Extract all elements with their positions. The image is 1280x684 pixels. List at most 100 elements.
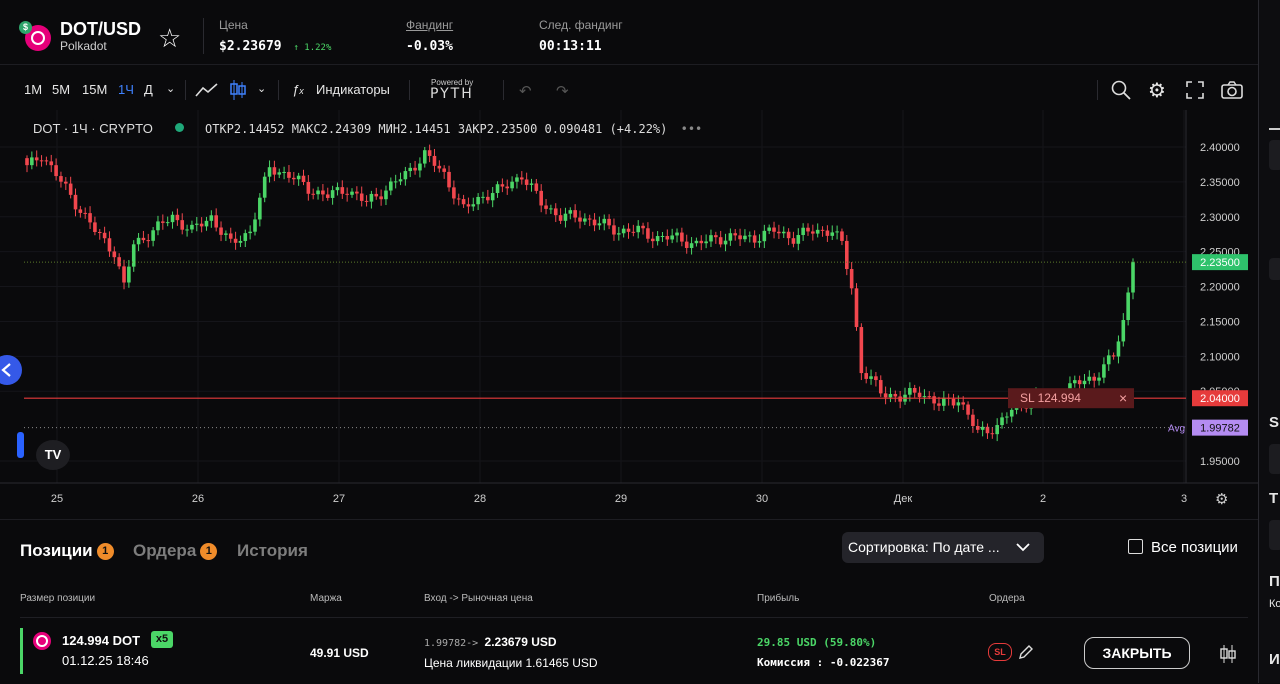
line-chart-icon[interactable]: [195, 82, 219, 98]
tab-history[interactable]: История: [237, 541, 308, 560]
candle-body: [204, 220, 209, 227]
candles-icon[interactable]: [229, 79, 247, 101]
polkadot-logo-icon: [33, 632, 51, 650]
timeframe-1h[interactable]: 1Ч: [118, 82, 134, 97]
position-chart-icon[interactable]: [1219, 644, 1237, 664]
candle-body: [529, 183, 534, 185]
price-chart[interactable]: 2.40000 2.35000 2.30000 2.25000 2.20000 2.150…: [0, 110, 1258, 515]
panel-field[interactable]: [1269, 140, 1280, 170]
sl-order-badge[interactable]: SL: [988, 643, 1012, 661]
candle-body: [966, 404, 970, 415]
sl-tag-label: SL 124.994: [1020, 391, 1081, 405]
all-positions-checkbox[interactable]: [1128, 539, 1143, 554]
fullscreen-icon[interactable]: [1186, 81, 1204, 99]
more-dots-icon[interactable]: •••: [680, 122, 703, 136]
collapse-left-button[interactable]: [0, 355, 22, 385]
pair-symbol[interactable]: DOT/USD: [60, 19, 141, 39]
chevron-left-icon: [1, 363, 11, 377]
drawing-panel-toggle[interactable]: [17, 432, 24, 458]
close-position-button[interactable]: ЗАКРЫТЬ: [1084, 637, 1190, 669]
sl-tag-bg: [1008, 388, 1134, 409]
candle-body: [59, 176, 63, 182]
candle-body: [728, 233, 733, 241]
candle-body: [432, 155, 437, 166]
timeframe-15m[interactable]: 15M: [82, 82, 108, 97]
panel-text-ko: Ко: [1269, 598, 1280, 610]
candle-body: [258, 197, 262, 220]
candle-body: [874, 376, 878, 381]
sort-dropdown[interactable]: Сортировка: По дате ...: [842, 532, 1044, 563]
candle-body: [1102, 364, 1106, 378]
candle-body: [811, 231, 815, 234]
candle-body: [1097, 377, 1101, 381]
candle-body: [437, 165, 442, 169]
candle-body: [117, 257, 121, 267]
candle-body: [379, 196, 383, 200]
indicators-button[interactable]: Индикаторы: [316, 82, 390, 97]
candle-body: [980, 426, 985, 430]
sl-cancel-icon[interactable]: ×: [1119, 390, 1127, 406]
candle-body: [73, 194, 78, 210]
funding-label[interactable]: Фандинг: [406, 18, 454, 32]
indicators-fx-icon[interactable]: ƒx: [292, 82, 304, 97]
candle-body: [665, 236, 670, 240]
ohlc-text: ОТКР2.14452 МАКС2.24309 МИН2.14451 ЗАКР2…: [205, 122, 668, 136]
candle-body: [102, 232, 107, 239]
candle-body: [199, 223, 204, 227]
candle-body: [175, 214, 180, 221]
candle-body: [694, 240, 699, 244]
liquidation-price: Цена ликвидации 1.61465 USD: [424, 656, 598, 670]
candle-body: [296, 175, 301, 180]
panel-field[interactable]: [1269, 444, 1280, 474]
timeframe-day[interactable]: Д: [144, 82, 153, 97]
leverage-badge: x5: [151, 631, 173, 648]
chart-svg[interactable]: 2.400002.350002.300002.250002.200002.150…: [0, 110, 1258, 515]
timeframe-1m[interactable]: 1M: [24, 82, 43, 97]
candle-body: [54, 165, 58, 177]
quick-search-icon[interactable]: [1110, 79, 1132, 101]
tab-positions[interactable]: Позиции 1: [20, 541, 114, 561]
tradingview-logo-icon[interactable]: TV: [36, 440, 70, 470]
candle-body: [30, 157, 34, 166]
candle-body: [772, 227, 776, 232]
candle-body: [456, 198, 461, 200]
tab-orders[interactable]: Ордера 1: [133, 541, 218, 561]
candle-body: [859, 327, 864, 374]
candle-body: [44, 160, 49, 162]
candle-body: [767, 227, 771, 231]
candle-body: [942, 397, 946, 406]
candle-body: [878, 380, 883, 394]
candle-body: [1092, 376, 1096, 381]
chevron-down-icon[interactable]: ⌄: [257, 83, 267, 95]
timeframe-5m[interactable]: 5M: [52, 82, 71, 97]
coin-badge-icon: $: [19, 21, 32, 34]
candle-body: [607, 218, 611, 226]
col-entry: Вход -> Рыночная цена: [424, 593, 533, 604]
candle-body: [825, 230, 830, 236]
divider: [20, 617, 1248, 618]
candle-body: [922, 396, 927, 398]
candle-body: [917, 392, 922, 398]
panel-field[interactable]: [1269, 258, 1280, 280]
favorite-star-icon[interactable]: ☆: [158, 23, 182, 53]
candle-body: [733, 233, 738, 236]
candle-body: [287, 171, 291, 178]
candle-body: [442, 168, 446, 172]
sl-price-label: 2.04000: [1200, 393, 1240, 405]
edit-pencil-icon[interactable]: [1018, 644, 1034, 660]
market-price: 2.23679 USD: [484, 635, 557, 649]
time-tick-label: Дек: [894, 493, 913, 505]
undo-icon[interactable]: ↶: [519, 83, 532, 100]
candle-body: [626, 228, 631, 232]
time-tick-label: 28: [474, 493, 486, 505]
axis-settings-gear-icon[interactable]: ⚙: [1215, 490, 1228, 508]
candle-body: [122, 266, 126, 283]
camera-icon[interactable]: [1221, 81, 1243, 99]
chevron-down-icon[interactable]: ⌄: [166, 83, 176, 95]
settings-gear-icon[interactable]: ⚙: [1148, 80, 1166, 102]
panel-field[interactable]: [1269, 520, 1280, 550]
col-size: Размер позиции: [20, 593, 96, 604]
candle-body: [136, 237, 141, 245]
candle-body: [97, 232, 102, 234]
redo-icon[interactable]: ↷: [556, 83, 569, 100]
